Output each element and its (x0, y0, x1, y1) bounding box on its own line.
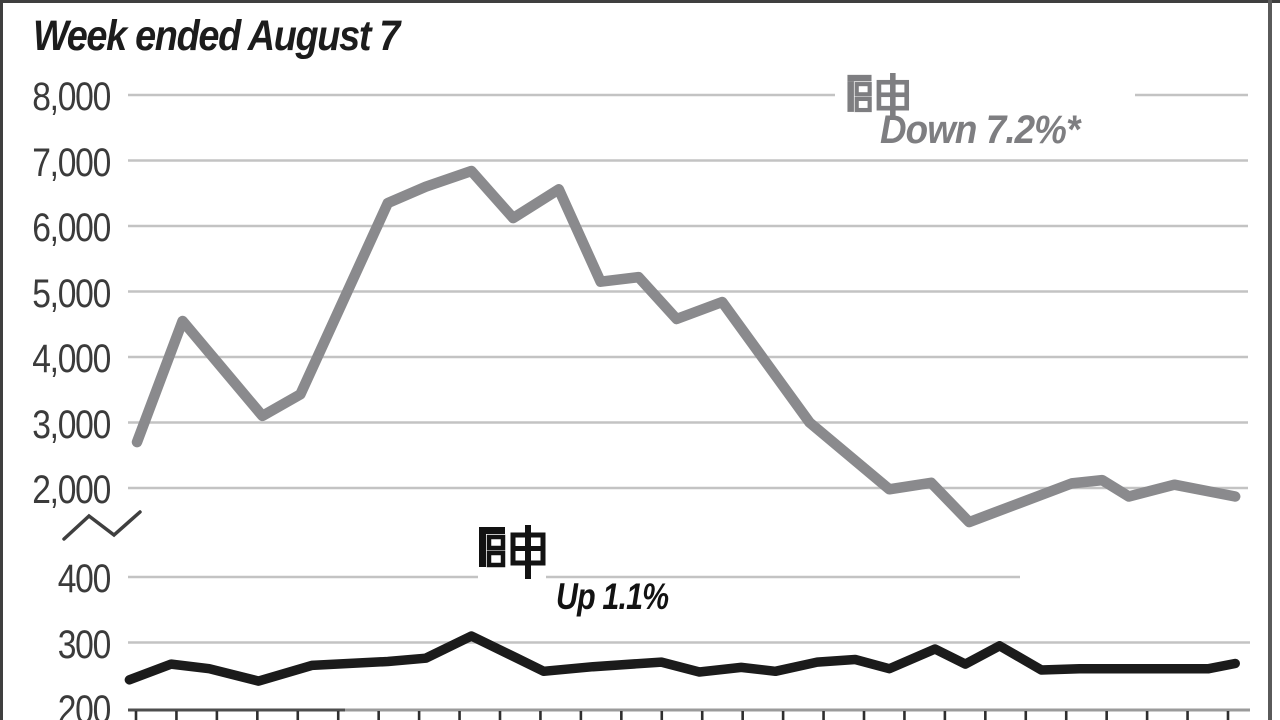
y-axis-break-icon (62, 510, 142, 541)
y-axis-label-300: 300 (57, 622, 112, 667)
y-axis-label-3,000: 3,000 (32, 402, 111, 447)
y-axis-label-6,000: 6,000 (32, 206, 111, 250)
lower-series-change-label: Up 1.1% (556, 576, 669, 617)
series-gray-line (131, 165, 1241, 528)
y-axis-label-2,000: 2,000 (32, 468, 111, 512)
corrupted-cjk-glyph-icon (847, 73, 910, 120)
frame-border-top (0, 0, 1280, 3)
y-axis-label-7,000: 7,000 (32, 140, 111, 185)
corrupted-cjk-glyph-icon (479, 525, 546, 579)
y-axis-label-400: 400 (57, 557, 112, 601)
upper-series-change-label: Down 7.2%* (880, 108, 1080, 152)
y-axis-label-200: 200 (57, 688, 112, 720)
frame-border-right (1268, 0, 1272, 720)
chart-title: Week ended August 7 (33, 12, 400, 60)
series-black-line (124, 631, 1240, 686)
y-axis-label-8,000: 8,000 (32, 75, 111, 119)
y-axis-label-4,000: 4,000 (32, 337, 111, 381)
y-axis-label-5,000: 5,000 (32, 271, 111, 316)
frame-border-left (0, 0, 3, 720)
